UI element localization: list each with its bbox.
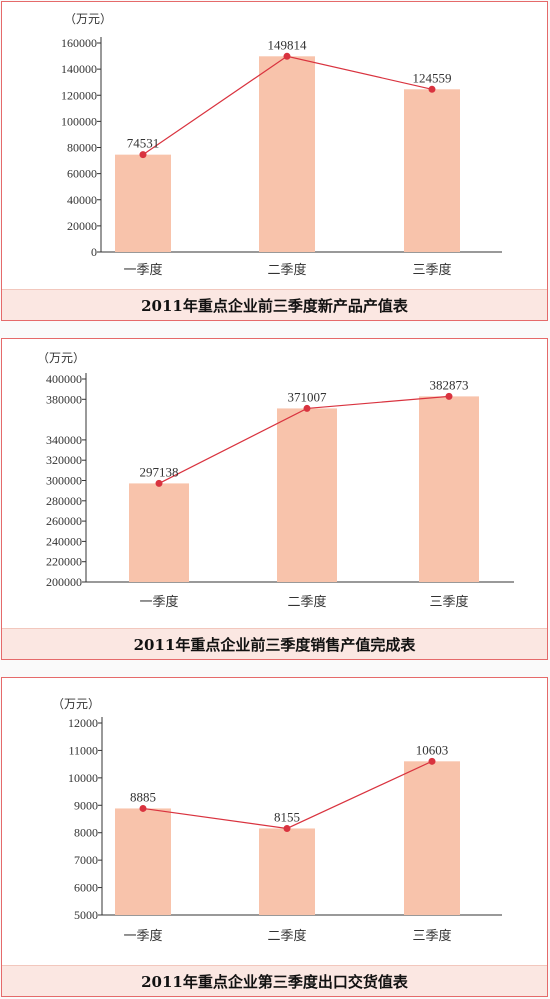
chart-2-svg: （万元） 200000 220000 240000 260000 280000 300000…	[37, 351, 514, 609]
bar	[115, 154, 171, 252]
data-label: 8155	[274, 809, 300, 824]
category-label: 二季度	[267, 262, 306, 277]
data-label: 297138	[140, 464, 179, 479]
bar	[419, 396, 479, 582]
data-label: 74531	[127, 136, 160, 151]
y-tick-label: 100000	[61, 114, 97, 128]
chart-panel-2: （万元） 200000 220000 240000 260000 280000 300000…	[1, 338, 548, 660]
y-tick-label: 20000	[67, 219, 97, 233]
category-label: 二季度	[267, 928, 306, 943]
y-tick-label: 6000	[74, 881, 98, 895]
y-tick-label: 5000	[74, 908, 98, 922]
y-tick-label: 380000	[46, 392, 82, 406]
y-tick-label: 8000	[74, 826, 98, 840]
bar	[404, 89, 460, 253]
y-tick-label: 200000	[46, 575, 82, 589]
bar	[259, 828, 315, 915]
data-point	[155, 479, 163, 487]
y-tick-label: 7000	[74, 853, 98, 867]
data-point	[283, 824, 291, 832]
chart-panel-1: （万元） 0 20000 40000 60000 80000 100000 120000 140…	[1, 1, 548, 321]
category-label: 一季度	[139, 594, 178, 609]
y-tick-label: 40000	[67, 193, 97, 207]
category-label: 二季度	[287, 594, 326, 609]
category-label: 三季度	[429, 594, 468, 609]
category-label: 三季度	[412, 262, 451, 277]
y-tick-label: 80000	[67, 141, 97, 155]
unit-label: （万元）	[37, 351, 85, 365]
data-point	[283, 52, 291, 60]
bar	[277, 408, 337, 582]
bar	[259, 56, 315, 252]
data-label: 8885	[130, 789, 156, 804]
y-tick-label: 11000	[68, 743, 98, 757]
category-label: 一季度	[123, 928, 162, 943]
y-tick-label: 60000	[67, 167, 97, 181]
y-tick-label: 280000	[46, 494, 82, 508]
bar	[115, 808, 171, 915]
category-label: 三季度	[412, 928, 451, 943]
y-tick-label: 120000	[61, 88, 97, 102]
data-point	[428, 757, 436, 765]
data-label: 10603	[416, 742, 449, 757]
y-tick-label: 300000	[46, 474, 82, 488]
unit-label: （万元）	[52, 697, 100, 711]
chart-3-svg: （万元） 5000 6000 7000 8000 9000 10000 11000 12000 一…	[52, 697, 502, 943]
y-tick-label: 12000	[68, 716, 98, 730]
y-tick-label: 10000	[68, 771, 98, 785]
chart-1-title: 2011年重点企业前三季度新产品产值表	[2, 289, 547, 320]
data-label: 382873	[430, 377, 469, 392]
chart-1-svg: （万元） 0 20000 40000 60000 80000 100000 120000 140…	[61, 12, 502, 277]
y-tick-label: 160000	[61, 36, 97, 50]
chart-panel-3: （万元） 5000 6000 7000 8000 9000 10000 11000 12000 一…	[1, 677, 548, 997]
data-point	[303, 404, 311, 412]
chart-3-title: 2011年重点企业第三季度出口交货值表	[2, 965, 547, 996]
y-tick-label: 340000	[46, 433, 82, 447]
chart-2-title: 2011年重点企业前三季度销售产值完成表	[2, 628, 547, 659]
y-tick-label: 9000	[74, 798, 98, 812]
unit-label: （万元）	[64, 12, 112, 26]
y-tick-label: 400000	[46, 372, 82, 386]
data-label: 149814	[268, 37, 308, 52]
data-label: 124559	[413, 70, 452, 85]
data-point	[139, 151, 147, 159]
data-label: 371007	[288, 389, 328, 404]
bar	[129, 483, 189, 582]
bar	[404, 761, 460, 915]
category-label: 一季度	[123, 262, 162, 277]
data-point	[428, 85, 436, 93]
y-tick-label: 140000	[61, 62, 97, 76]
data-point	[139, 804, 147, 812]
y-tick-label: 320000	[46, 453, 82, 467]
y-tick-label: 220000	[46, 555, 82, 569]
y-tick-label: 240000	[46, 534, 82, 548]
data-point	[445, 392, 453, 400]
y-tick-label: 0	[91, 245, 97, 259]
y-tick-label: 260000	[46, 514, 82, 528]
